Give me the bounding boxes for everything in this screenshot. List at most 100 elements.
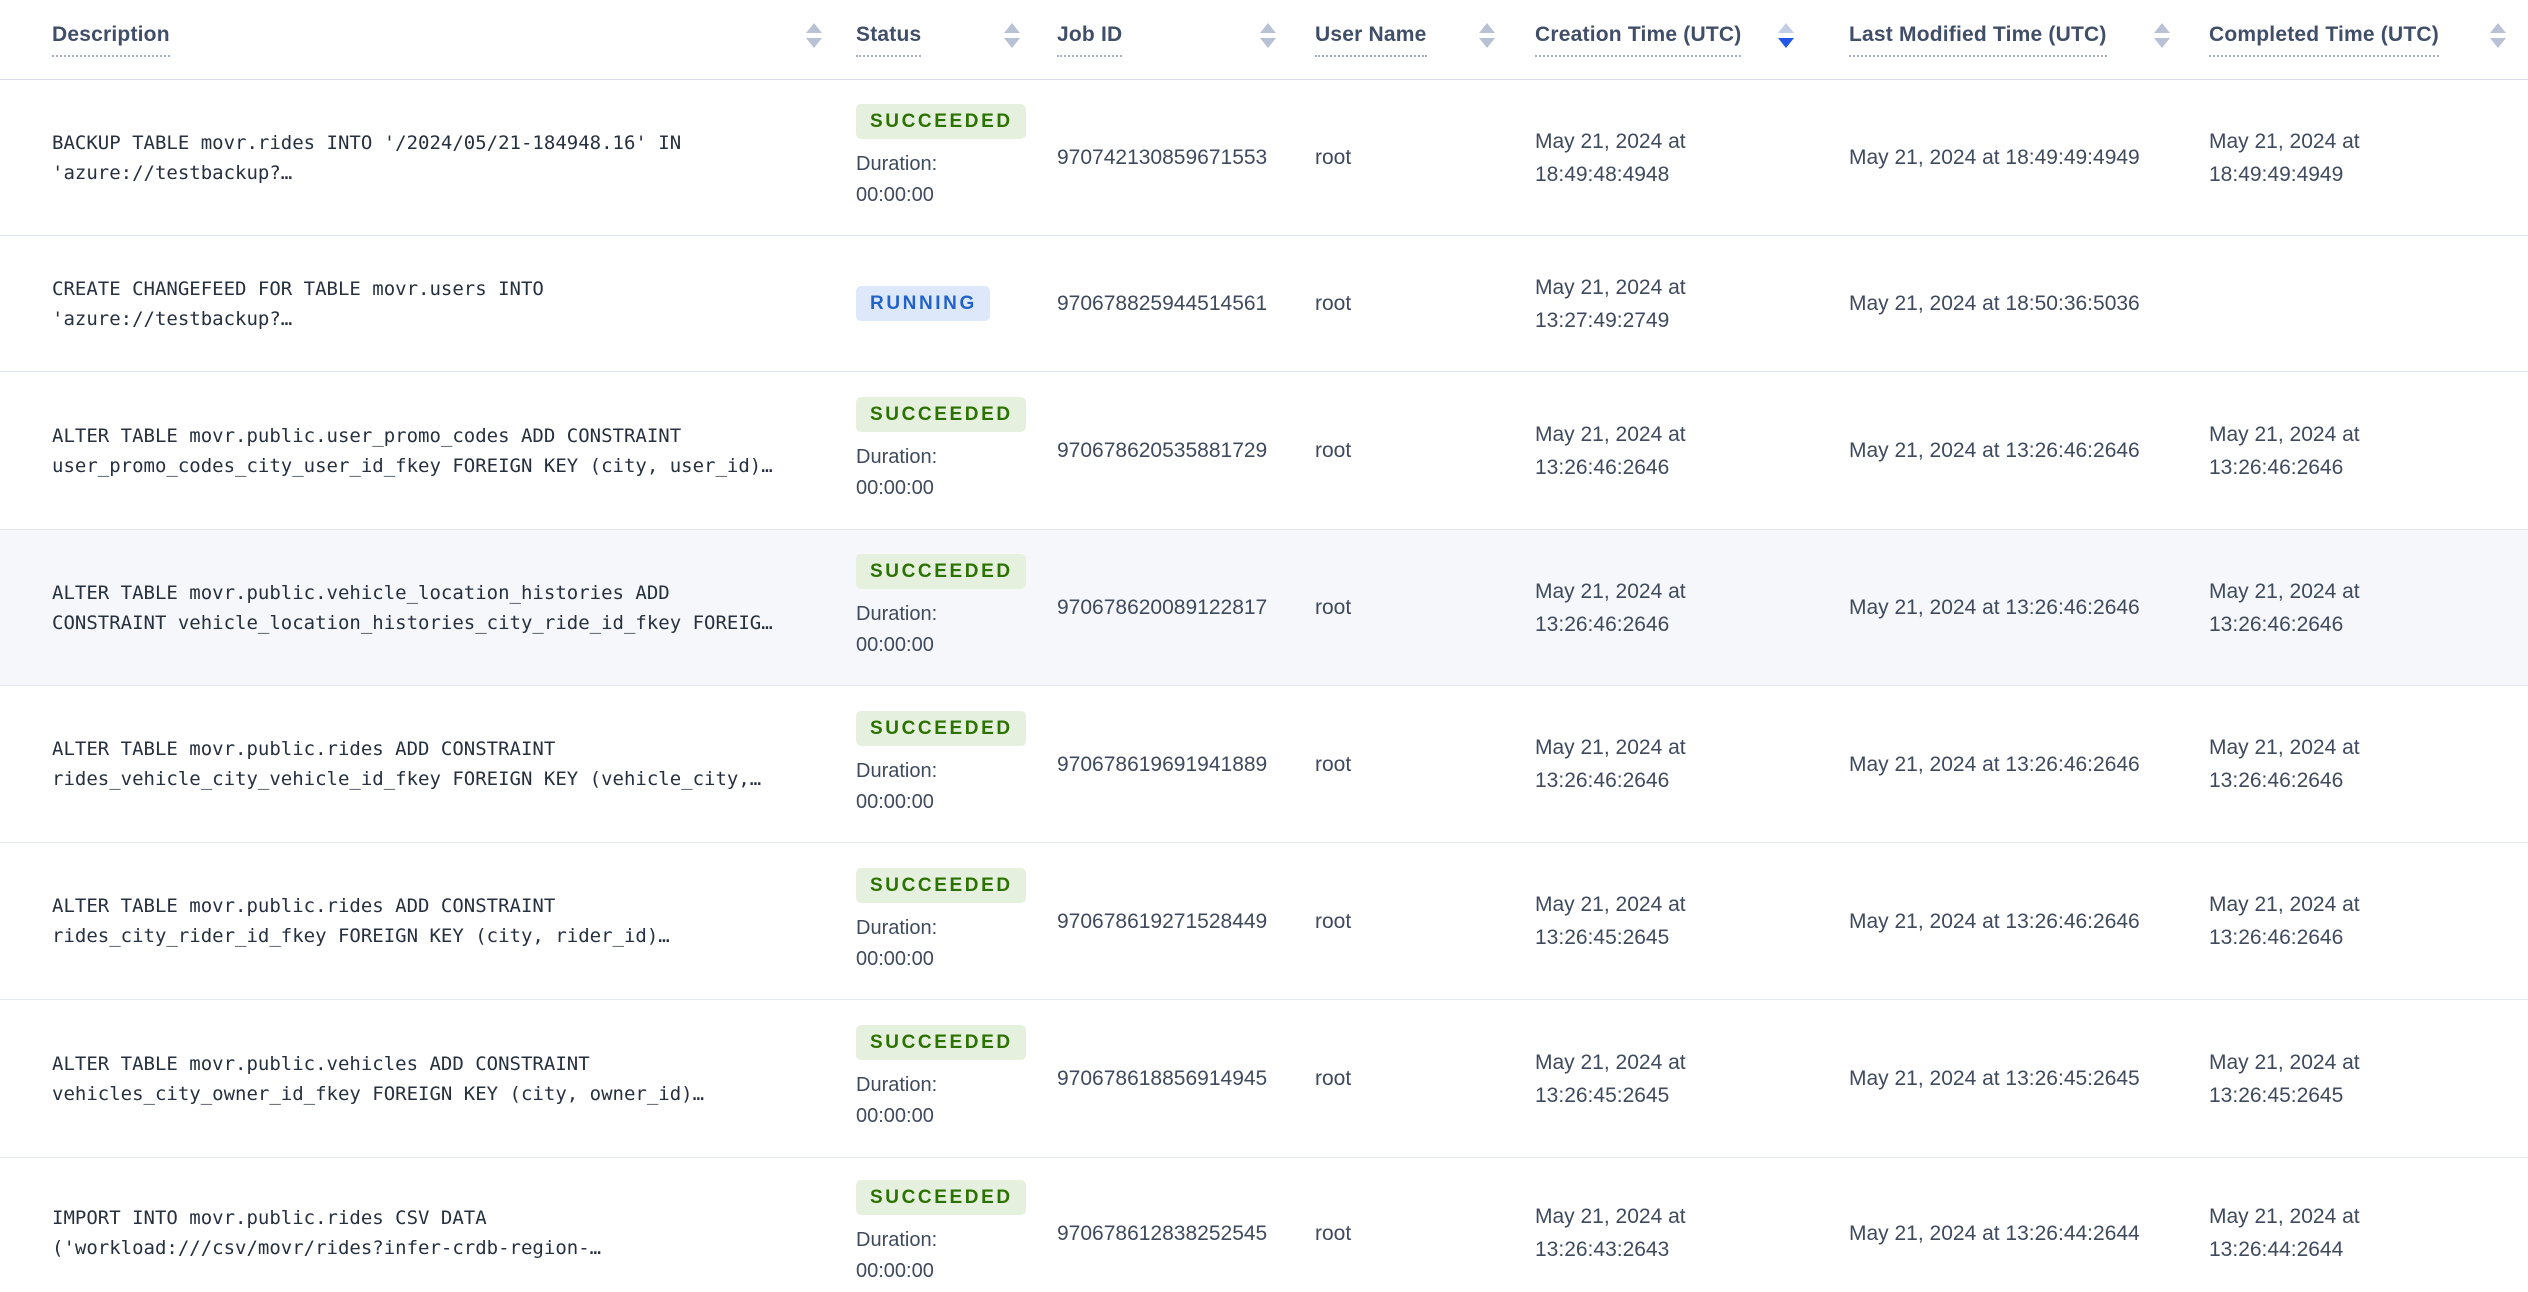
completed-time-line1: May 21, 2024 at: [2209, 579, 2360, 603]
sort-asc-icon: [1778, 23, 1794, 33]
status-cell: SUCCEEDED Duration: 00:00:00: [840, 80, 1040, 235]
last-modified-time-cell: May 21, 2024 at 13:26:46:2646: [1830, 843, 2195, 999]
sort-desc-icon: [1778, 38, 1794, 48]
creation-time-line2: 13:26:46:2646: [1535, 612, 1670, 636]
job-id-cell: 970678619691941889: [1040, 686, 1300, 842]
job-description-line2: ('workload:///csv/movr/rides?infer-crdb-…: [52, 1237, 602, 1259]
status-cell: SUCCEEDED Duration: 00:00:00: [840, 686, 1040, 842]
last-modified-time-cell: May 21, 2024 at 13:26:46:2646: [1830, 372, 2195, 529]
status-badge: SUCCEEDED: [856, 397, 1026, 432]
column-header-job-id[interactable]: Job ID: [1040, 0, 1300, 79]
job-id-cell: 970678620535881729: [1040, 372, 1300, 529]
creation-time-line1: May 21, 2024 at: [1535, 736, 1686, 759]
sort-desc-icon: [1479, 38, 1495, 48]
description-cell[interactable]: ALTER TABLE movr.public.vehicle_location…: [0, 530, 840, 685]
creation-time-line2: 13:26:46:2646: [1535, 769, 1670, 792]
job-description-line2: rides_city_rider_id_fkey FOREIGN KEY (ci…: [52, 925, 670, 947]
creation-time-line1: May 21, 2024 at: [1535, 893, 1686, 916]
duration-value: 00:00:00: [856, 947, 934, 970]
creation-time-cell: May 21, 2024 at 13:26:45:2645: [1520, 843, 1830, 999]
last-modified-time-value: May 21, 2024 at 18:50:36:5036: [1849, 292, 2140, 315]
description-cell[interactable]: ALTER TABLE movr.public.user_promo_codes…: [0, 372, 840, 529]
column-label-creation-time: Creation Time (UTC): [1535, 23, 1742, 57]
creation-time-line2: 13:26:45:2645: [1535, 926, 1670, 949]
job-id-value: 970742130859671553: [1057, 146, 1268, 169]
last-modified-time-cell: May 21, 2024 at 13:26:44:2644: [1830, 1158, 2195, 1292]
table-row: IMPORT INTO movr.public.rides CSV DATA (…: [0, 1158, 2528, 1292]
sort-icon: [1004, 23, 1020, 48]
sort-desc-icon: [2490, 38, 2506, 48]
completed-time-cell: May 21, 2024 at 18:49:49:4949: [2195, 80, 2528, 235]
column-label-description: Description: [52, 23, 170, 57]
job-id-value: 970678619691941889: [1057, 752, 1268, 776]
status-cell: SUCCEEDED Duration: 00:00:00: [840, 372, 1040, 529]
column-header-status[interactable]: Status: [840, 0, 1040, 79]
sort-asc-icon: [1004, 23, 1020, 33]
column-header-creation-time[interactable]: Creation Time (UTC): [1520, 0, 1830, 79]
job-id-value: 970678620089122817: [1057, 596, 1268, 619]
last-modified-time-cell: May 21, 2024 at 13:26:46:2646: [1830, 686, 2195, 842]
status-cell: RUNNING: [840, 236, 1040, 371]
job-id-cell: 970678620089122817: [1040, 530, 1300, 685]
last-modified-time-value: May 21, 2024 at 13:26:46:2646: [1849, 439, 2140, 462]
completed-time-line2: 13:26:45:2645: [2209, 1083, 2344, 1107]
creation-time-cell: May 21, 2024 at 18:49:48:4948: [1520, 80, 1830, 235]
column-header-last-modified-time[interactable]: Last Modified Time (UTC): [1830, 0, 2195, 79]
description-cell[interactable]: ALTER TABLE movr.public.rides ADD CONSTR…: [0, 843, 840, 999]
completed-time-line2: 13:26:46:2646: [2209, 769, 2344, 792]
user-name-value: root: [1315, 596, 1352, 619]
status-badge: RUNNING: [856, 286, 990, 321]
completed-time-line1: May 21, 2024 at: [2209, 893, 2360, 916]
creation-time-line1: May 21, 2024 at: [1535, 275, 1686, 299]
status-badge: SUCCEEDED: [856, 554, 1026, 589]
column-label-job-id: Job ID: [1057, 23, 1123, 57]
table-row: ALTER TABLE movr.public.vehicle_location…: [0, 530, 2528, 686]
completed-time-line1: May 21, 2024 at: [2209, 1050, 2360, 1074]
duration-value: 00:00:00: [856, 477, 934, 499]
completed-time-line2: 13:26:44:2644: [2209, 1238, 2344, 1261]
description-cell[interactable]: BACKUP TABLE movr.rides INTO '/2024/05/2…: [0, 80, 840, 235]
creation-time-cell: May 21, 2024 at 13:26:46:2646: [1520, 372, 1830, 529]
description-cell[interactable]: CREATE CHANGEFEED FOR TABLE movr.users I…: [0, 236, 840, 371]
description-cell[interactable]: IMPORT INTO movr.public.rides CSV DATA (…: [0, 1158, 840, 1292]
user-name-value: root: [1315, 1067, 1352, 1090]
status-cell: SUCCEEDED Duration: 00:00:00: [840, 843, 1040, 999]
last-modified-time-cell: May 21, 2024 at 13:26:45:2645: [1830, 1000, 2195, 1157]
column-header-user-name[interactable]: User Name: [1300, 0, 1520, 79]
completed-time-line2: 13:26:46:2646: [2209, 926, 2344, 949]
column-header-description[interactable]: Description: [0, 0, 840, 79]
status-cell: SUCCEEDED Duration: 00:00:00: [840, 1158, 1040, 1292]
table-row: BACKUP TABLE movr.rides INTO '/2024/05/2…: [0, 80, 2528, 236]
duration-label: Duration:: [856, 446, 938, 468]
completed-time-cell: May 21, 2024 at 13:26:44:2644: [2195, 1158, 2528, 1292]
duration-value: 00:00:00: [856, 1105, 934, 1127]
description-cell[interactable]: ALTER TABLE movr.public.vehicles ADD CON…: [0, 1000, 840, 1157]
status-badge: SUCCEEDED: [856, 710, 1026, 746]
status-cell: SUCCEEDED Duration: 00:00:00: [840, 530, 1040, 685]
description-cell[interactable]: ALTER TABLE movr.public.rides ADD CONSTR…: [0, 686, 840, 842]
completed-time-line2: 13:26:46:2646: [2209, 455, 2344, 479]
last-modified-time-value: May 21, 2024 at 18:49:49:4949: [1849, 146, 2140, 169]
creation-time-line1: May 21, 2024 at: [1535, 579, 1686, 603]
column-label-user-name: User Name: [1315, 23, 1427, 57]
column-header-completed-time[interactable]: Completed Time (UTC): [2195, 0, 2528, 79]
user-name-cell: root: [1300, 80, 1520, 235]
job-id-value: 970678620535881729: [1057, 439, 1268, 462]
sort-desc-icon: [806, 38, 822, 48]
user-name-value: root: [1315, 292, 1352, 315]
duration-label: Duration:: [856, 1074, 938, 1096]
creation-time-cell: May 21, 2024 at 13:26:46:2646: [1520, 686, 1830, 842]
user-name-cell: root: [1300, 372, 1520, 529]
job-description-line1: ALTER TABLE movr.public.vehicles ADD CON…: [52, 1052, 590, 1075]
column-label-status: Status: [856, 23, 922, 57]
last-modified-time-value: May 21, 2024 at 13:26:46:2646: [1849, 752, 2140, 776]
last-modified-time-cell: May 21, 2024 at 18:50:36:5036: [1830, 236, 2195, 371]
table-row: ALTER TABLE movr.public.vehicles ADD CON…: [0, 1000, 2528, 1158]
status-badge: SUCCEEDED: [856, 104, 1026, 139]
user-name-value: root: [1315, 1221, 1352, 1245]
sort-asc-icon: [2490, 23, 2506, 33]
sort-asc-icon: [806, 23, 822, 33]
last-modified-time-value: May 21, 2024 at 13:26:44:2644: [1849, 1221, 2140, 1245]
sort-asc-icon: [1260, 23, 1276, 33]
